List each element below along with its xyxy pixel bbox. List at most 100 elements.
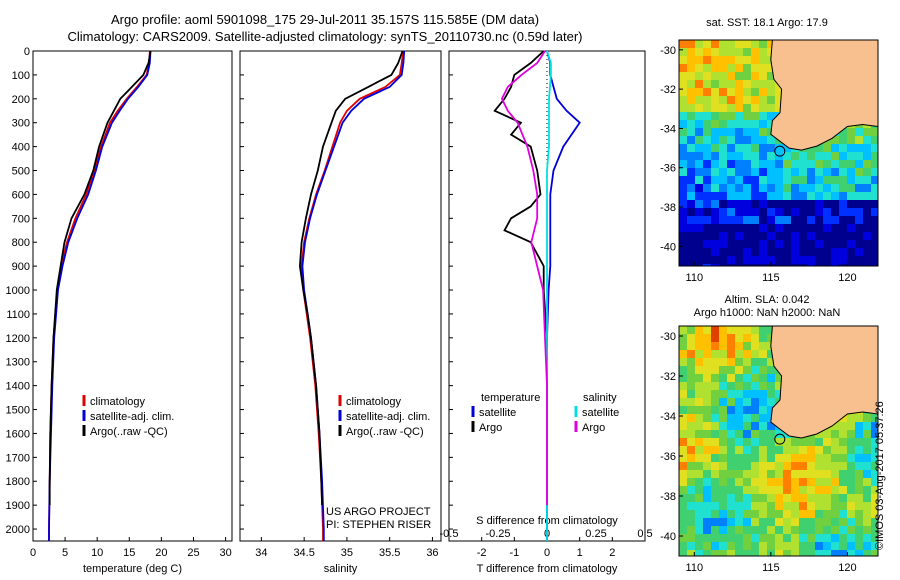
map-cell xyxy=(695,390,704,399)
map-cell xyxy=(687,510,696,519)
salinity-argo-line xyxy=(500,50,548,506)
map-cell xyxy=(711,550,720,556)
y-tick-label: 500 xyxy=(12,166,30,178)
map-cell xyxy=(711,200,720,209)
map-cell xyxy=(759,64,768,73)
argo-series-line xyxy=(48,50,152,506)
map-cell xyxy=(871,486,878,495)
map-cell xyxy=(687,342,696,351)
map-cell xyxy=(711,136,720,145)
map-cell xyxy=(831,510,840,519)
map-cell xyxy=(679,232,688,241)
map-cell xyxy=(807,502,816,511)
map-cell xyxy=(791,494,800,503)
map-cell xyxy=(735,406,744,415)
map-cell xyxy=(735,462,744,471)
sla-map-title-line1: Altim. SLA: 0.042 xyxy=(725,294,810,306)
map-cell xyxy=(711,414,720,423)
map-cell xyxy=(783,502,792,511)
map-cell xyxy=(767,152,776,161)
map-cell xyxy=(695,72,704,81)
map-cell xyxy=(719,104,728,113)
map-cell xyxy=(823,160,832,169)
map-cell xyxy=(807,510,816,519)
map-cell xyxy=(719,256,728,265)
map-cell xyxy=(791,550,800,556)
map-cell xyxy=(839,256,848,265)
map-cell xyxy=(695,104,704,113)
map-cell xyxy=(831,216,840,225)
map-cell xyxy=(847,128,856,137)
map-cell xyxy=(775,256,784,265)
map-cell xyxy=(735,168,744,177)
map-cell xyxy=(831,168,840,177)
map-cell xyxy=(815,494,824,503)
map-cell xyxy=(839,232,848,241)
map-cell xyxy=(831,494,840,503)
map-cell xyxy=(799,240,808,249)
map-cell xyxy=(767,486,776,495)
map-cell xyxy=(799,470,808,479)
map-cell xyxy=(863,256,872,265)
map-cell xyxy=(871,454,878,463)
map-cell xyxy=(695,510,704,519)
map-cell xyxy=(799,264,808,266)
legend-label: satellite xyxy=(582,407,619,419)
map-cell xyxy=(719,366,728,375)
map-cell xyxy=(767,168,776,177)
map-cell xyxy=(847,438,856,447)
map-cell xyxy=(743,486,752,495)
map-cell xyxy=(815,256,824,265)
map-cell xyxy=(759,526,768,535)
map-cell xyxy=(751,534,760,543)
map-cell xyxy=(727,64,736,73)
map-cell xyxy=(727,542,736,551)
map-cell xyxy=(823,542,832,551)
map-cell xyxy=(711,446,720,455)
map-cell xyxy=(719,494,728,503)
map-cell xyxy=(815,502,824,511)
map-cell xyxy=(783,534,792,543)
map-cell xyxy=(719,240,728,249)
map-cell xyxy=(711,144,720,153)
map-cell xyxy=(687,168,696,177)
map-cell xyxy=(711,168,720,177)
map-cell xyxy=(831,470,840,479)
map-cell xyxy=(783,264,792,266)
legend-label: climatology xyxy=(90,396,146,408)
x-tick-label: 0 xyxy=(30,547,36,559)
map-cell xyxy=(687,160,696,169)
legend-label: climatology xyxy=(346,396,402,408)
map-cell xyxy=(679,326,688,335)
map-cell xyxy=(831,192,840,201)
map-cell xyxy=(743,438,752,447)
map-cell xyxy=(735,350,744,359)
map-cell xyxy=(767,454,776,463)
map-cell xyxy=(703,430,712,439)
map-cell xyxy=(727,256,736,265)
map-cell xyxy=(695,526,704,535)
map-cell xyxy=(703,120,712,129)
map-cell xyxy=(711,438,720,447)
map-cell xyxy=(855,526,864,535)
map-cell xyxy=(871,224,878,233)
map-cell xyxy=(791,518,800,527)
map-cell xyxy=(727,80,736,89)
map-cell xyxy=(743,350,752,359)
map-cell xyxy=(759,120,768,129)
map-cell xyxy=(815,542,824,551)
map-cell xyxy=(719,486,728,495)
map-cell xyxy=(679,96,688,105)
map-cell xyxy=(751,248,760,257)
map-cell xyxy=(719,224,728,233)
map-cell xyxy=(855,216,864,225)
map-cell xyxy=(735,120,744,129)
map-cell xyxy=(679,152,688,161)
map-cell xyxy=(735,518,744,527)
map-cell xyxy=(855,478,864,487)
map-cell xyxy=(823,550,832,556)
map-cell xyxy=(695,200,704,209)
x-tick-label: 115 xyxy=(762,562,780,574)
map-cell xyxy=(847,510,856,519)
y-tick-label: 0 xyxy=(24,46,30,58)
